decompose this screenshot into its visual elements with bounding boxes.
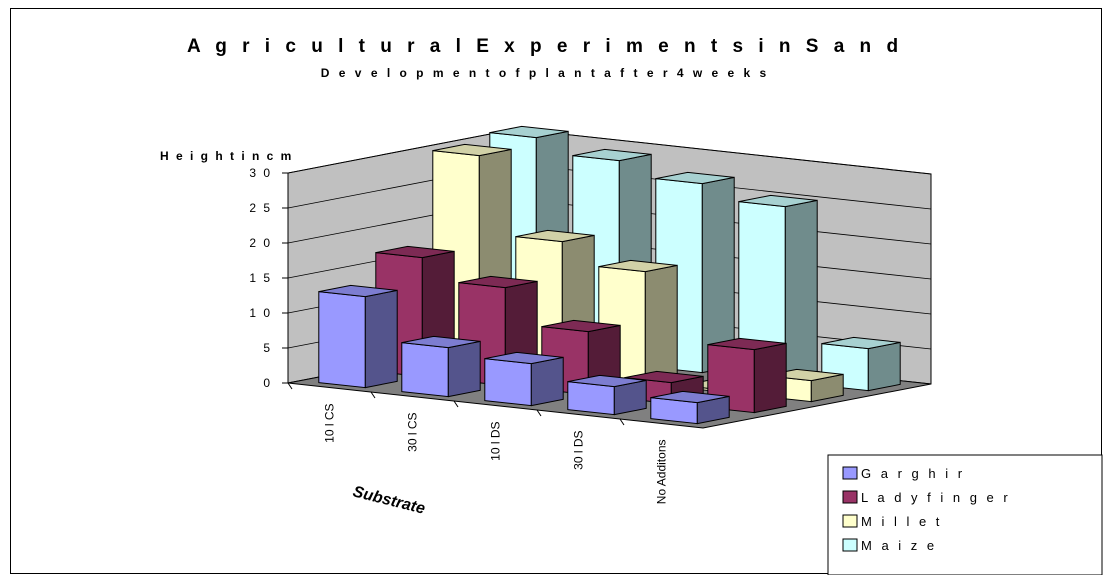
x-axis-title: Substrate <box>351 483 427 517</box>
y-tick-label: 0 <box>263 376 272 390</box>
x-tick-mark <box>536 409 542 417</box>
legend-swatch <box>842 490 858 504</box>
x-tick-label: 30 l DS <box>572 431 586 470</box>
chart-subtitle: D e v e l o p m e n t o f p l a n t a f … <box>321 66 769 80</box>
legend-label: M a i z e <box>861 538 937 553</box>
y-tick-label: 3 0 <box>249 166 272 180</box>
legend-swatch <box>842 466 858 480</box>
y-tick-label: 1 0 <box>249 306 272 320</box>
x-tick-mark <box>287 382 293 390</box>
legend: G a r g h i r L a d y f i n g e r M i l l … <box>827 454 1103 575</box>
x-tick-label: 10 l DS <box>489 422 503 461</box>
bar <box>484 351 564 407</box>
legend-swatch <box>842 538 858 552</box>
x-tick-mark <box>370 391 376 399</box>
y-tick-label: 5 <box>263 341 272 355</box>
legend-swatch <box>842 514 858 528</box>
x-tick-label: 30 l CS <box>406 413 420 452</box>
x-tick-label: No Additons <box>655 440 669 505</box>
bar <box>567 374 647 416</box>
legend-label: L a d y f i n g e r <box>861 490 1011 505</box>
y-tick-label: 2 5 <box>249 201 272 215</box>
x-tick-label: 10 l CS <box>323 404 337 443</box>
legend-label: M i l l e t <box>861 514 942 529</box>
chart-title: A g r i c u l t u r a l E x p e r i m e … <box>187 36 903 57</box>
bar <box>738 194 818 383</box>
legend-box <box>827 454 1103 575</box>
x-tick-mark <box>453 400 459 408</box>
bar <box>401 335 481 398</box>
y-tick-label: 2 0 <box>249 236 272 250</box>
y-axis-title: H e i g h t i n c m <box>160 149 293 163</box>
y-tick-label: 1 5 <box>249 271 272 285</box>
legend-label: G a r g h i r <box>861 466 965 481</box>
bar <box>650 390 730 425</box>
x-tick-mark <box>619 418 625 426</box>
bar <box>318 284 398 389</box>
